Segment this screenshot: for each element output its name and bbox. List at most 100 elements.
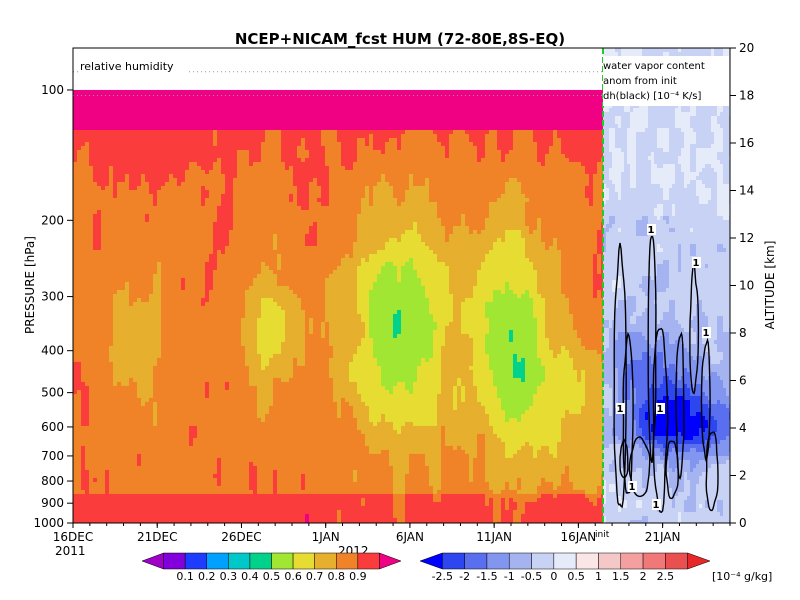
pressure-axis-label: PRESSURE [hPa]	[23, 236, 37, 334]
contour-label-bg	[616, 403, 625, 414]
rh-colorbar-swatch	[314, 552, 337, 570]
anom-colorbar-label: 0.5	[567, 570, 585, 583]
anom-colorbar-unit: [10⁻⁴ g/kg]	[712, 570, 772, 583]
date-tick-label: 26DEC	[221, 530, 261, 544]
rh-colorbar-swatch	[292, 552, 315, 570]
altitude-tick-label: 2	[739, 469, 747, 483]
date-tick-label: 21JAN	[645, 530, 681, 544]
init-label: init	[595, 530, 610, 540]
heating-contours: 1 1 1 1 1 1 1	[613, 224, 719, 514]
contour-label: 1	[653, 500, 660, 511]
anom-colorbar-swatch	[553, 552, 577, 570]
pressure-tick-label: 1000	[33, 516, 64, 530]
contour-label-bg	[656, 403, 665, 414]
contour-label: 1	[703, 328, 710, 339]
contour-label: 1	[648, 225, 655, 236]
anom-colorbar-label: 0	[550, 570, 557, 583]
altitude-tick-label: 18	[739, 89, 754, 103]
left-label-bg	[78, 56, 186, 74]
date-tick-label: 1JAN	[312, 530, 340, 544]
rh-field	[73, 48, 603, 523]
anom-colorbar-swatch	[665, 552, 688, 570]
rh-colorbar-swatch	[379, 552, 402, 570]
pressure-tick-label: 100	[41, 83, 64, 97]
rh-colorbar-label: 0.5	[263, 570, 281, 583]
pressure-tick-label: 500	[41, 386, 64, 400]
rh-colorbar-swatch	[206, 552, 229, 570]
date-tick-label: 21DEC	[137, 530, 177, 544]
anom-colorbar-label: 2	[640, 570, 647, 583]
altitude-tick-label: 20	[739, 41, 754, 55]
altitude-tick-label: 4	[739, 421, 747, 435]
rh-colorbar-swatch	[357, 552, 380, 570]
pressure-tick-label: 200	[41, 213, 64, 227]
altitude-tick-label: 10	[739, 279, 754, 293]
left-panel-label: relative humidity	[80, 60, 174, 73]
rh-colorbar-label: 0.1	[176, 570, 194, 583]
altitude-axis-label: ALTITUDE [km]	[763, 241, 777, 330]
altitude-tick-label: 12	[739, 231, 754, 245]
anom-colorbar-swatch	[642, 552, 666, 570]
rh-colorbar-label: 0.9	[349, 570, 367, 583]
altitude-tick-label: 8	[739, 326, 747, 340]
rh-colorbar-swatch	[228, 552, 251, 570]
contour-label-bg	[652, 499, 661, 510]
rh-colorbar-swatch	[271, 552, 294, 570]
contour-label: 1	[629, 482, 636, 493]
contour-label-bg	[692, 257, 701, 268]
anom-colorbar-label: -1.5	[476, 570, 497, 583]
rh-colorbar-label: 0.2	[198, 570, 216, 583]
contour-label: 1	[617, 404, 624, 415]
right-label-line-2: anom from init	[603, 76, 677, 87]
rh-colorbar-label: 0.8	[328, 570, 346, 583]
anom-colorbar-swatch	[464, 552, 488, 570]
contour-label-bg	[628, 481, 637, 492]
anom-colorbar-swatch	[508, 552, 532, 570]
anom-colorbar-swatch	[442, 552, 465, 570]
year-label-2011: 2011	[55, 544, 86, 558]
anom-colorbar-label: 1.5	[612, 570, 630, 583]
pressure-tick-label: 400	[41, 344, 64, 358]
altitude-tick-label: 16	[739, 136, 754, 150]
right-label-bg	[603, 56, 729, 106]
rh-colorbar-swatch	[163, 552, 186, 570]
anom-colorbar-swatch	[598, 552, 622, 570]
rh-colorbar-swatch	[141, 552, 164, 570]
rh-colorbar-label: 0.4	[241, 570, 259, 583]
rh-colorbar-label: 0.6	[284, 570, 302, 583]
colorbars: 0.1 0.2 0.3 0.4 0.5 0.6 0.7 0.8 0.9 -2.5 -2 -1.5 -1-…	[141, 552, 711, 583]
contour-label-bg	[647, 224, 656, 235]
anom-colorbar-label: -2	[459, 570, 470, 583]
altitude-tick-label: 14	[739, 184, 754, 198]
rh-colorbar-swatch	[249, 552, 272, 570]
rh-colorbar-swatch	[336, 552, 359, 570]
pressure-tick-label: 800	[41, 474, 64, 488]
pressure-tick-label: 700	[41, 449, 64, 463]
anom-colorbar-label: -1	[504, 570, 515, 583]
chart-title: NCEP+NICAM_fcst HUM (72-80E,8S-EQ)	[235, 30, 565, 48]
anom-colorbar-label: 2.5	[657, 570, 675, 583]
anom-colorbar-swatch	[620, 552, 644, 570]
rh-colorbar-swatch	[184, 552, 207, 570]
anom-colorbar-swatch	[419, 552, 443, 570]
anom-colorbar-label: -0.5	[521, 570, 542, 583]
anom-colorbar-swatch	[531, 552, 555, 570]
anom-colorbar-label: -2.5	[432, 570, 453, 583]
right-label-line-1: water vapor content	[603, 61, 705, 72]
rh-colorbar-label: 0.7	[306, 570, 324, 583]
pressure-tick-label: 300	[41, 290, 64, 304]
pressure-tick-label: 600	[41, 420, 64, 434]
anom-colorbar-swatch	[687, 552, 711, 570]
anom-colorbar-swatch	[575, 552, 599, 570]
date-tick-label: 16DEC	[53, 530, 93, 544]
pressure-tick-label: 900	[41, 496, 64, 510]
altitude-tick-label: 6	[739, 374, 747, 388]
rh-colorbar-label: 0.3	[220, 570, 238, 583]
right-label-line-3: dh(black) [10⁻⁴ K/s]	[603, 91, 701, 102]
altitude-tick-label: 0	[739, 516, 747, 530]
contour-label: 1	[693, 258, 700, 269]
contour-label: 1	[657, 404, 664, 415]
anom-colorbar-label: 1	[595, 570, 602, 583]
